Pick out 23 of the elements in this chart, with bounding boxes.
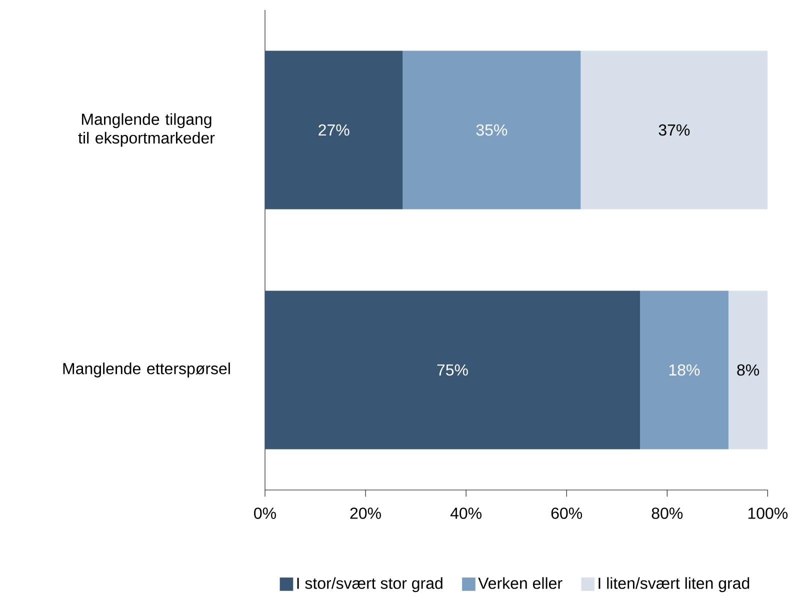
legend-label: I liten/svært liten grad xyxy=(598,577,750,592)
bar xyxy=(640,291,728,450)
data-label: 35% xyxy=(476,124,508,136)
bar xyxy=(265,51,403,210)
data-label: 75% xyxy=(437,364,468,376)
x-tick-label: 0% xyxy=(254,508,276,520)
legend-label: I stor/svært stor grad xyxy=(297,577,442,592)
bar xyxy=(728,291,768,450)
bar xyxy=(402,51,581,210)
bar xyxy=(265,291,640,450)
x-tick-label: 20% xyxy=(350,508,381,520)
data-label: 18% xyxy=(669,364,700,376)
x-tick-label: 80% xyxy=(652,508,683,520)
x-tick-label: 100% xyxy=(748,508,788,520)
data-label: 8% xyxy=(737,364,760,376)
legend-label: Verken eller xyxy=(478,577,562,590)
x-tick-label: 60% xyxy=(551,508,582,520)
x-tick-label: 40% xyxy=(450,508,482,520)
y-tick-label: Manglende etterspørsel xyxy=(63,362,230,378)
data-label: 37% xyxy=(658,124,690,136)
bar xyxy=(580,51,768,210)
y-tick-label: Manglende tilgang til eksportmarkeder xyxy=(78,113,215,148)
data-label: 27% xyxy=(318,124,350,136)
